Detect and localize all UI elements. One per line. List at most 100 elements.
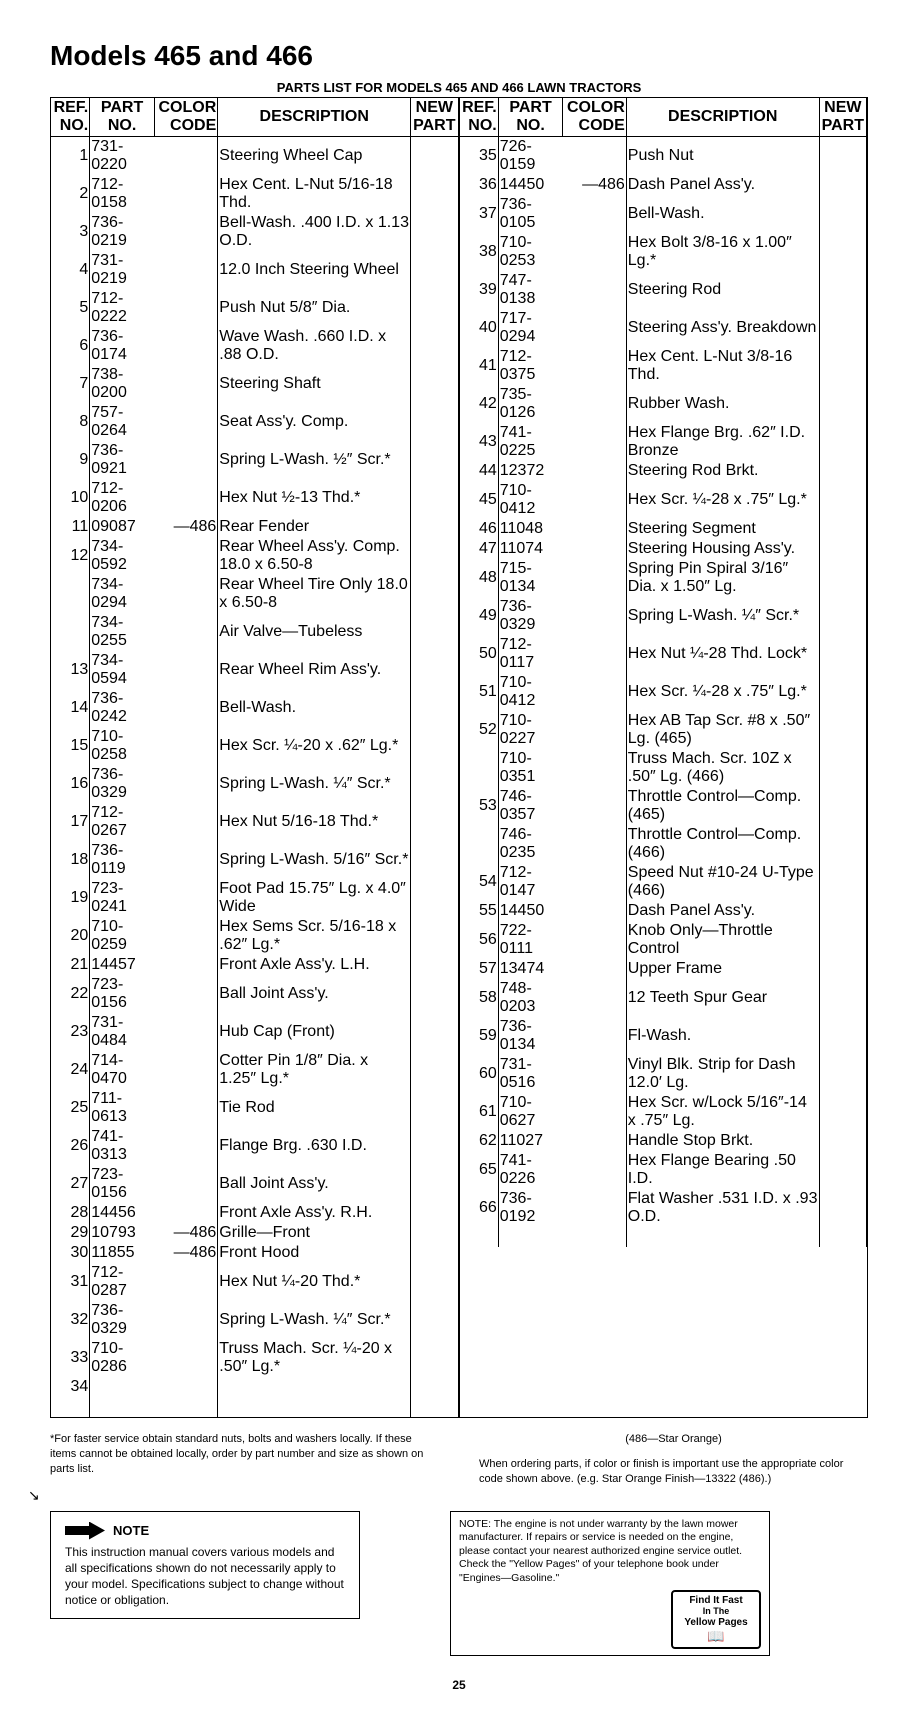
cell-desc: Hex Sems Scr. 5/16-18 x .62″ Lg.* xyxy=(218,917,411,955)
cell-part: 712-0117 xyxy=(498,635,563,673)
cell-part: 11074 xyxy=(498,539,563,559)
cell-new xyxy=(411,327,458,365)
parts-table: REF.NO. PARTNO. COLORCODE DESCRIPTION NE… xyxy=(50,97,868,1418)
cell-desc: Steering Rod xyxy=(626,271,819,309)
cell-desc: Throttle Control—Comp. (465) xyxy=(626,787,819,825)
table-row: 5713474Upper Frame xyxy=(460,959,867,979)
cell-color xyxy=(563,271,626,309)
cell-color xyxy=(563,921,626,959)
cell-ref: 60 xyxy=(460,1055,499,1093)
cell-new xyxy=(819,959,866,979)
cell-desc: Ball Joint Ass'y. xyxy=(218,1165,411,1203)
cell-color xyxy=(154,1377,217,1397)
cell-ref: 59 xyxy=(460,1017,499,1055)
table-row: 5514450Dash Panel Ass'y. xyxy=(460,901,867,921)
col-header-color: COLORCODE xyxy=(563,98,626,137)
cell-ref: 5 xyxy=(51,289,90,327)
cell-ref: 14 xyxy=(51,689,90,727)
cell-ref: 22 xyxy=(51,975,90,1013)
table-row: 58748-020312 Teeth Spur Gear xyxy=(460,979,867,1017)
cell-new xyxy=(819,635,866,673)
cell-part: 712-0206 xyxy=(90,479,155,517)
cell-ref: 2 xyxy=(51,175,90,213)
cell-new xyxy=(411,1013,458,1051)
cell-desc: Hex Scr. ¼-20 x .62″ Lg.* xyxy=(218,727,411,765)
cell-new xyxy=(819,711,866,749)
cell-desc: Hex Nut ¼-28 Thd. Lock* xyxy=(626,635,819,673)
cell-ref: 62 xyxy=(460,1131,499,1151)
cell-desc: Hex Flange Brg. .62″ I.D. Bronze xyxy=(626,423,819,461)
engine-note-text: NOTE: The engine is not under warranty b… xyxy=(459,1518,761,1586)
cell-ref: 18 xyxy=(51,841,90,879)
cell-color xyxy=(154,765,217,803)
cell-new xyxy=(411,1051,458,1089)
cell-ref: 23 xyxy=(51,1013,90,1051)
cell-part: 710-0412 xyxy=(498,481,563,519)
cell-ref: 15 xyxy=(51,727,90,765)
cell-ref: 1 xyxy=(51,137,90,176)
cell-part: 710-0258 xyxy=(90,727,155,765)
cell-part: 736-0174 xyxy=(90,327,155,365)
table-row: 49736-0329Spring L-Wash. ¼″ Scr.* xyxy=(460,597,867,635)
cell-color xyxy=(563,423,626,461)
cell-color: —486 xyxy=(154,517,217,537)
cell-color: —486 xyxy=(154,1223,217,1243)
cell-color xyxy=(563,673,626,711)
cell-part: 731-0220 xyxy=(90,137,155,176)
cell-desc: Steering Wheel Cap xyxy=(218,137,411,176)
table-row: 734-0255Air Valve—Tubeless xyxy=(51,613,458,651)
cell-ref: 21 xyxy=(51,955,90,975)
cell-new xyxy=(819,1151,866,1189)
cell-new xyxy=(411,1223,458,1243)
cell-color xyxy=(563,1017,626,1055)
cell-new xyxy=(411,1203,458,1223)
cell-ref: 40 xyxy=(460,309,499,347)
cell-new xyxy=(819,673,866,711)
cell-desc: Steering Segment xyxy=(626,519,819,539)
cell-ref: 28 xyxy=(51,1203,90,1223)
cell-part: 722-0111 xyxy=(498,921,563,959)
cell-new xyxy=(819,559,866,597)
cell-ref xyxy=(460,749,499,787)
cell-ref: 30 xyxy=(51,1243,90,1263)
cell-color xyxy=(563,1151,626,1189)
table-row: 43741-0225Hex Flange Brg. .62″ I.D. Bron… xyxy=(460,423,867,461)
col-header-desc: DESCRIPTION xyxy=(218,98,411,137)
cell-ref: 33 xyxy=(51,1339,90,1377)
cell-ref: 36 xyxy=(460,175,499,195)
cell-desc: Flange Brg. .630 I.D. xyxy=(218,1127,411,1165)
cell-desc: Handle Stop Brkt. xyxy=(626,1131,819,1151)
cell-new xyxy=(819,787,866,825)
cell-ref: 35 xyxy=(460,137,499,176)
cell-part: 723-0156 xyxy=(90,975,155,1013)
cell-part: 714-0470 xyxy=(90,1051,155,1089)
cell-part: 723-0156 xyxy=(90,1165,155,1203)
col-header-ref: REF.NO. xyxy=(460,98,499,137)
cell-ref: 46 xyxy=(460,519,499,539)
table-row: 746-0235Throttle Control—Comp. (466) xyxy=(460,825,867,863)
col-header-part: PARTNO. xyxy=(90,98,155,137)
cell-color xyxy=(154,1013,217,1051)
cell-desc: Bell-Wash. xyxy=(626,195,819,233)
cell-color xyxy=(154,327,217,365)
table-row: 4711074Steering Housing Ass'y. xyxy=(460,539,867,559)
cell-desc: Upper Frame xyxy=(626,959,819,979)
cell-color xyxy=(563,1093,626,1131)
cell-ref: 16 xyxy=(51,765,90,803)
cell-ref: 50 xyxy=(460,635,499,673)
cell-new xyxy=(411,175,458,213)
cell-desc: Dash Panel Ass'y. xyxy=(626,175,819,195)
table-row: 7738-0200Steering Shaft xyxy=(51,365,458,403)
cell-part: 735-0126 xyxy=(498,385,563,423)
cell-part: 736-0329 xyxy=(90,1301,155,1339)
cell-color xyxy=(154,1263,217,1301)
cell-color xyxy=(154,1203,217,1223)
cell-color xyxy=(154,1301,217,1339)
cell-part: 738-0200 xyxy=(90,365,155,403)
cell-desc: Spring Pin Spiral 3/16″ Dia. x 1.50″ Lg. xyxy=(626,559,819,597)
table-row: 3614450—486Dash Panel Ass'y. xyxy=(460,175,867,195)
cell-ref: 32 xyxy=(51,1301,90,1339)
table-row: 32736-0329Spring L-Wash. ¼″ Scr.* xyxy=(51,1301,458,1339)
cell-new xyxy=(411,975,458,1013)
table-row: 24714-0470Cotter Pin 1/8″ Dia. x 1.25″ L… xyxy=(51,1051,458,1089)
